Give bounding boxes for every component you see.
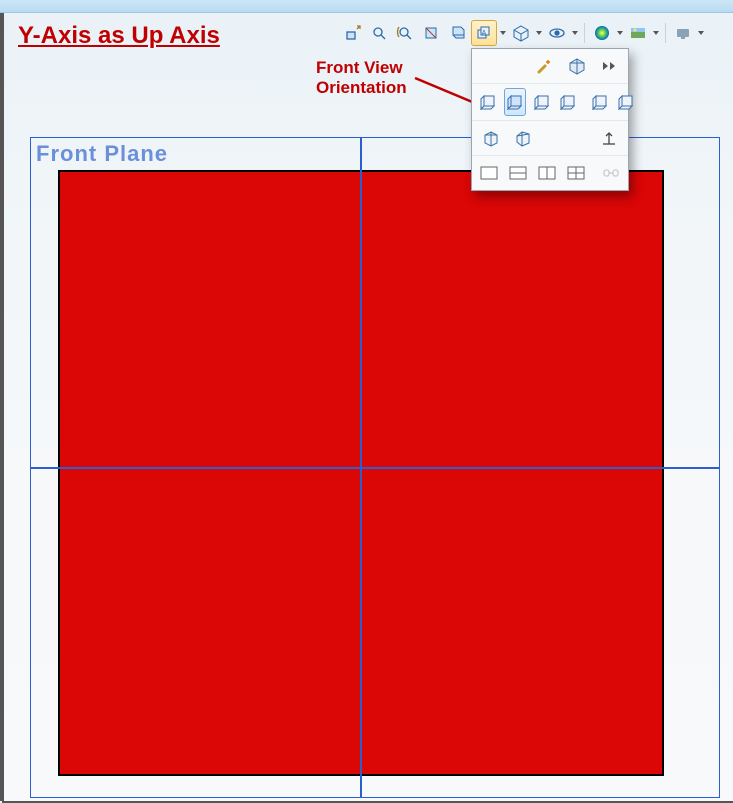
- view-orientation-panel: [471, 48, 629, 191]
- annotation-line2: Orientation: [316, 78, 407, 97]
- svg-text:A: A: [482, 30, 487, 37]
- front-view-icon[interactable]: [504, 88, 526, 116]
- view-settings-icon[interactable]: [671, 21, 695, 45]
- apply-scene-icon[interactable]: [626, 21, 650, 45]
- two-view-v-icon[interactable]: [536, 160, 559, 186]
- top-view-icon[interactable]: [590, 89, 610, 115]
- bottom-view-icon[interactable]: [616, 89, 636, 115]
- x-axis-line: [30, 467, 720, 469]
- panel-more-views-row: [472, 120, 628, 155]
- single-view-icon[interactable]: [478, 160, 501, 186]
- dimetric-view-icon[interactable]: [478, 125, 504, 151]
- zoom-to-fit-icon[interactable]: [341, 21, 365, 45]
- two-view-h-icon[interactable]: [507, 160, 530, 186]
- panel-viewport-row: [472, 155, 628, 190]
- back-view-icon[interactable]: [558, 89, 578, 115]
- link-views-icon: [599, 160, 622, 186]
- hide-show-icon-dropdown[interactable]: [571, 30, 579, 36]
- edit-appearance-icon-dropdown[interactable]: [616, 30, 624, 36]
- hide-show-icon[interactable]: [545, 21, 569, 45]
- section-view-icon[interactable]: [419, 21, 443, 45]
- apply-scene-icon-dropdown[interactable]: [652, 30, 660, 36]
- view-orientation-icon[interactable]: A: [471, 20, 497, 46]
- normal-to-icon[interactable]: [596, 125, 622, 151]
- right-view-icon[interactable]: [532, 89, 552, 115]
- left-view-icon[interactable]: [478, 89, 498, 115]
- more-views-icon[interactable]: [596, 53, 622, 79]
- display-style-icon[interactable]: [509, 21, 533, 45]
- view-orientation-icon-dropdown[interactable]: [499, 30, 507, 36]
- panel-top-row: [472, 49, 628, 83]
- front-plane-label: Front Plane: [36, 141, 168, 167]
- annotation-line1: Front View: [316, 58, 403, 77]
- panel-standard-views-row: [472, 83, 628, 120]
- isometric-view-icon[interactable]: [564, 53, 590, 79]
- four-view-icon[interactable]: [564, 160, 587, 186]
- ribbon-strip: [0, 0, 733, 13]
- heads-up-view-toolbar: A: [341, 18, 705, 48]
- edit-appearance-icon[interactable]: [590, 21, 614, 45]
- view-settings-icon-dropdown[interactable]: [697, 30, 705, 36]
- new-view-icon[interactable]: [532, 53, 558, 79]
- display-style-icon-dropdown[interactable]: [535, 30, 543, 36]
- zoom-area-icon[interactable]: [367, 21, 391, 45]
- prev-view-icon[interactable]: [393, 21, 417, 45]
- annotation-callout: Front View Orientation: [316, 58, 407, 97]
- dynamic-annotation-icon[interactable]: [445, 21, 469, 45]
- trimetric-view-icon[interactable]: [510, 125, 536, 151]
- page-title: Y-Axis as Up Axis: [18, 22, 220, 50]
